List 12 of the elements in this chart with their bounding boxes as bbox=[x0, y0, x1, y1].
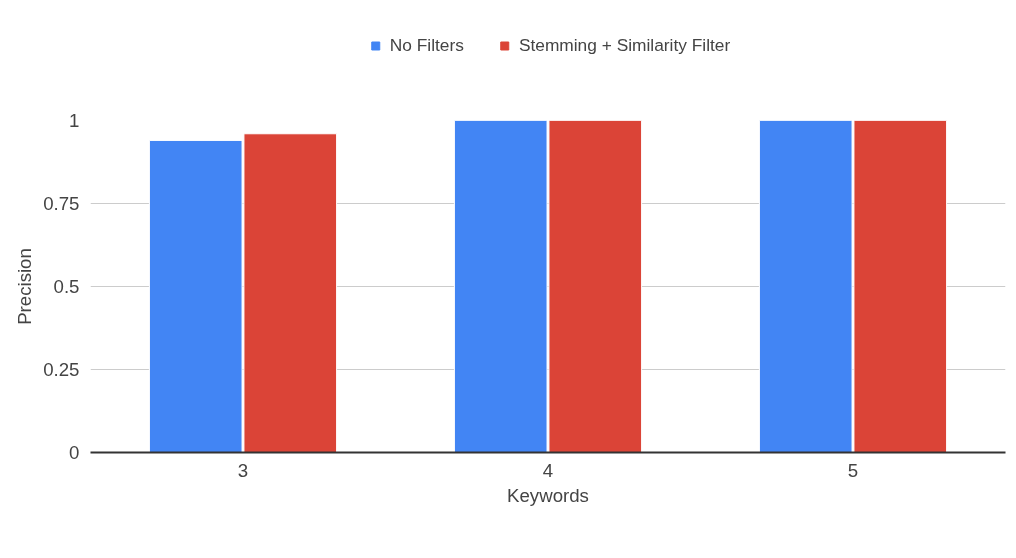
y-tick-label: 0.75 bbox=[43, 193, 80, 214]
legend-label: Stemming + Similarity Filter bbox=[518, 34, 731, 56]
y-tick-label: 0.25 bbox=[43, 359, 80, 380]
x-tick-label: 5 bbox=[847, 459, 859, 481]
y-tick-label: 0 bbox=[69, 442, 80, 463]
y-axis-title: Precision bbox=[14, 248, 36, 325]
legend-label: No Filters bbox=[389, 34, 464, 56]
y-tick-label: 0.5 bbox=[53, 276, 80, 297]
x-tick-label: 3 bbox=[237, 459, 249, 481]
x-tick-label: 4 bbox=[542, 459, 554, 481]
y-tick-label: 1 bbox=[69, 110, 80, 131]
x-axis-title: Keywords bbox=[507, 484, 589, 506]
